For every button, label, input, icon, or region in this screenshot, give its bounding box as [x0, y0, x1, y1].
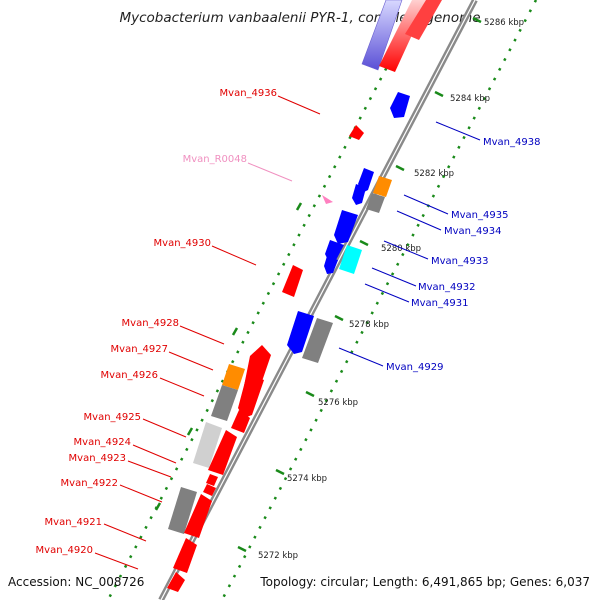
topology-label: Topology: circular; Length: 6,491,865 bp… — [260, 575, 590, 589]
gene-label[interactable]: Mvan_4925 — [84, 412, 141, 423]
gene-label[interactable]: Mvan_4931 — [411, 298, 468, 309]
tick-label: 5274 kbp — [287, 474, 327, 484]
gene-label-rna[interactable]: Mvan_R0048 — [183, 154, 247, 165]
leader-line — [435, 121, 481, 141]
tick-mark — [237, 545, 247, 553]
tick-label: 5284 kbp — [450, 94, 490, 104]
gene-label[interactable]: Mvan_4921 — [45, 517, 102, 528]
gene-label[interactable]: Mvan_4930 — [154, 238, 211, 249]
gene-label[interactable]: Mvan_4928 — [122, 318, 179, 329]
gene-Mvan_4929-blue[interactable] — [287, 311, 314, 354]
tick-label: 5286 kbp — [484, 18, 524, 28]
tick-mark — [275, 468, 285, 476]
gene-Mvan_4933-big[interactable] — [334, 210, 358, 244]
tick-mark — [231, 327, 239, 336]
leader-line — [371, 267, 417, 287]
gene-label[interactable]: Mvan_4932 — [418, 282, 475, 293]
gene-Mvan_4938[interactable] — [390, 92, 410, 118]
gene-Mvan_4925[interactable] — [193, 422, 222, 468]
tick-mark — [305, 390, 315, 398]
tick-label: 5276 kbp — [318, 398, 358, 408]
tick-mark — [472, 16, 482, 24]
gene-Mvan_4932-b[interactable] — [324, 256, 338, 274]
gene-label[interactable]: Mvan_4929 — [386, 362, 443, 373]
tick-mark — [154, 502, 162, 511]
leader-line — [103, 523, 147, 542]
gene-Mvan_4923[interactable] — [203, 484, 216, 496]
leader-line — [132, 444, 177, 464]
tick-label: 5278 kbp — [349, 320, 389, 330]
gene-label[interactable]: Mvan_4936 — [220, 88, 277, 99]
leader-line — [211, 245, 257, 266]
gene-Mvan_4930[interactable] — [282, 265, 303, 297]
gene-Mvan_4925-red[interactable] — [208, 430, 237, 475]
gene-Mvan_4926-red[interactable] — [231, 410, 250, 433]
leader-line — [179, 325, 225, 345]
gene-Mvan_4926[interactable] — [211, 385, 238, 421]
tick-mark — [395, 164, 405, 172]
tick-label: 5282 kbp — [414, 169, 454, 179]
genome-backbone-inner — [160, 0, 476, 600]
leader-line — [247, 162, 293, 182]
rna-Mvan_R0048[interactable] — [322, 195, 333, 204]
gene-Mvan_4933[interactable] — [339, 245, 362, 274]
gene-Mvan_4920[interactable] — [167, 572, 185, 592]
leader-line — [277, 95, 321, 115]
gene-Mvan_4927-red[interactable] — [238, 374, 264, 418]
gene-label[interactable]: Mvan_4923 — [69, 453, 126, 464]
gene-Mvan_4935-b[interactable] — [352, 184, 366, 205]
gene-faded-blue[interactable] — [361, 0, 403, 71]
leader-line — [119, 484, 163, 503]
leader-line — [127, 460, 172, 478]
gene-label[interactable]: Mvan_4938 — [483, 137, 540, 148]
gene-Mvan_4927[interactable] — [222, 364, 245, 390]
gene-label[interactable]: Mvan_4922 — [61, 478, 118, 489]
gene-Mvan_4929[interactable] — [302, 318, 333, 363]
tick-marks — [154, 16, 482, 553]
gene-label[interactable]: Mvan_4926 — [101, 370, 158, 381]
tick-mark — [434, 90, 444, 98]
leader-line — [94, 552, 139, 570]
tick-mark — [359, 239, 369, 247]
tick-mark — [334, 314, 344, 322]
gene-Mvan_4922[interactable] — [168, 487, 197, 534]
leader-line — [142, 418, 187, 438]
leader-line — [364, 283, 410, 303]
tick-label: 5272 kbp — [258, 551, 298, 561]
leader-line — [159, 377, 205, 397]
tick-label: 5280 kbp — [381, 244, 421, 254]
gene-Mvan_4934[interactable] — [366, 193, 385, 213]
leader-line — [168, 351, 214, 371]
tick-mark — [295, 202, 303, 211]
gene-label[interactable]: Mvan_4935 — [451, 210, 508, 221]
gene-label[interactable]: Mvan_4927 — [111, 344, 168, 355]
leader-line — [383, 240, 429, 260]
leader-line — [403, 194, 449, 215]
gene-Mvan_4921[interactable] — [173, 538, 197, 573]
gene-label[interactable]: Mvan_4934 — [444, 226, 501, 237]
gene-label[interactable]: Mvan_4924 — [74, 437, 131, 448]
leader-line — [396, 210, 442, 231]
gene-label[interactable]: Mvan_4933 — [431, 256, 488, 267]
gene-faded-red-2[interactable] — [405, 0, 442, 40]
gene-Mvan_4935[interactable] — [373, 176, 392, 197]
accession-label: Accession: NC_008726 — [8, 575, 145, 589]
leader-line — [338, 347, 384, 367]
gene-label[interactable]: Mvan_4920 — [36, 545, 93, 556]
tick-mark — [186, 427, 194, 436]
gene-Mvan_4924[interactable] — [206, 474, 218, 486]
gene-Mvan_4932-a[interactable] — [325, 240, 344, 262]
gene-Mvan_4936[interactable] — [349, 125, 364, 140]
gene-Mvan_4922-red[interactable] — [184, 494, 212, 538]
